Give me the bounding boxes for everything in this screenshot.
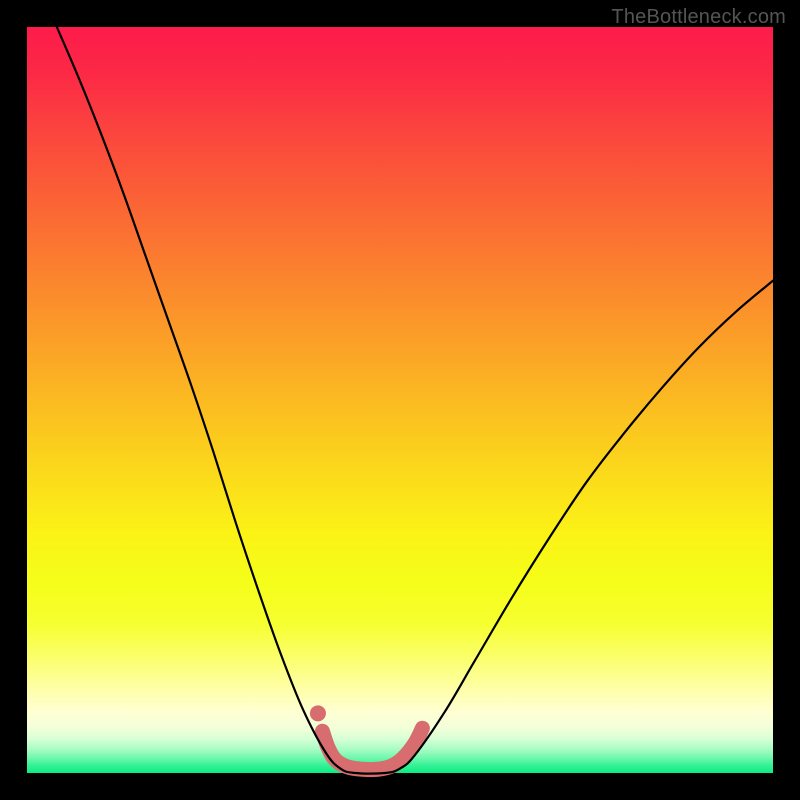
- bottom-marker-dot: [310, 705, 326, 721]
- chart-container: TheBottleneck.com: [0, 0, 800, 800]
- bottleneck-curve-chart: [0, 0, 800, 800]
- watermark-text: TheBottleneck.com: [611, 6, 786, 29]
- plot-gradient-background: [27, 27, 773, 773]
